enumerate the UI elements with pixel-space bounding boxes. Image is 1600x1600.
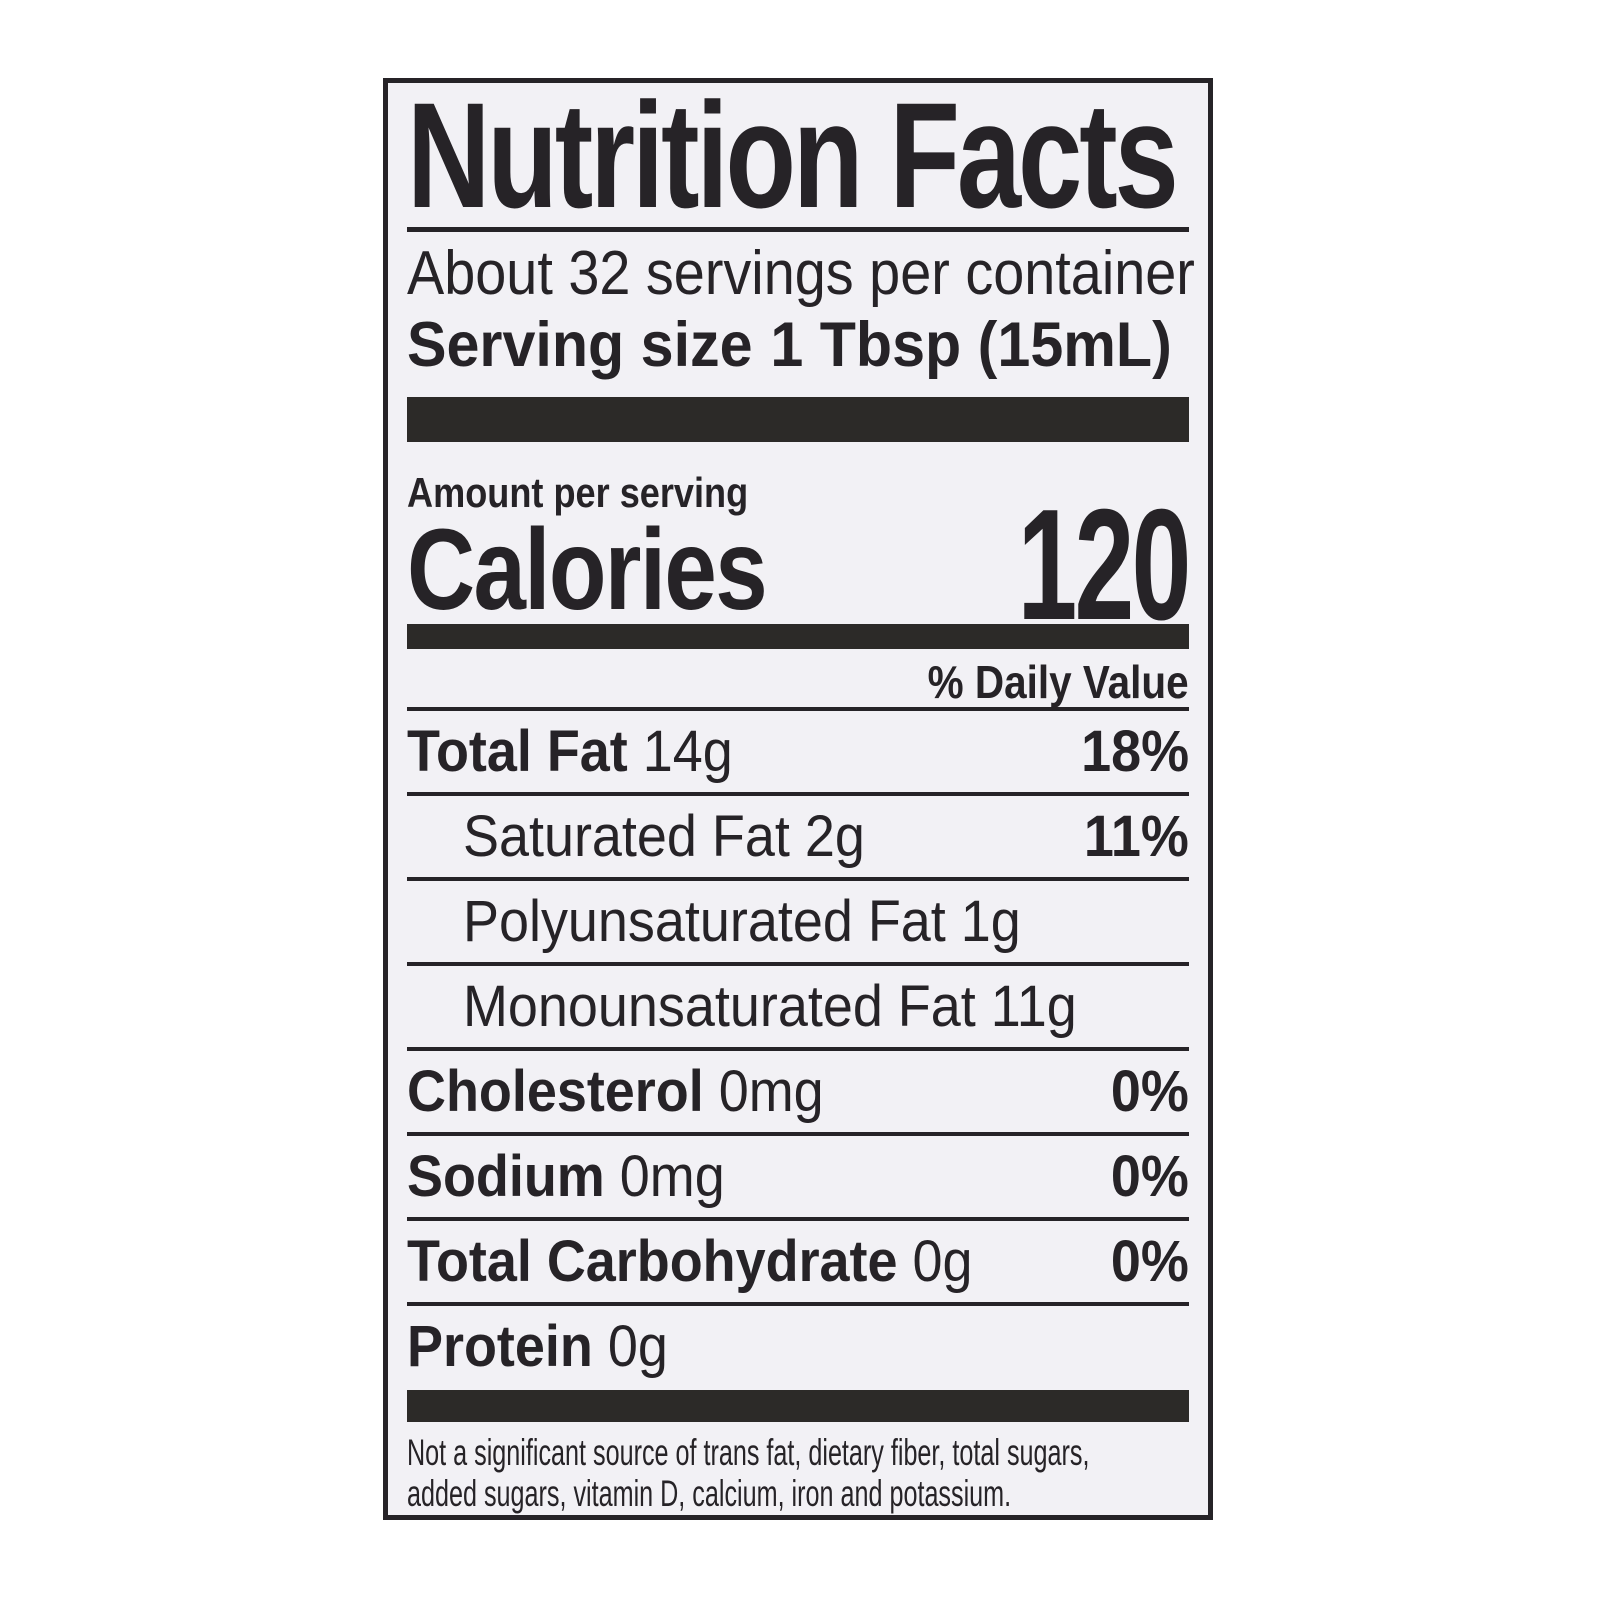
amount-per-serving-label: Amount per serving (407, 470, 1189, 516)
nutrient-row: Sodium 0mg 0% (407, 1132, 1189, 1217)
nutrient-daily-value: 0% (1111, 1059, 1189, 1124)
footnote-line-1: Not a significant source of trans fat, d… (407, 1432, 1090, 1473)
nutrient-row: Protein 0g (407, 1302, 1189, 1387)
nutrient-name: Polyunsaturated Fat (463, 889, 946, 954)
nutrient-row: Total Carbohydrate 0g 0% (407, 1217, 1189, 1302)
servings-per-container-text: About 32 servings per container (407, 239, 1195, 308)
title-rule (407, 227, 1189, 232)
label-title: Nutrition Facts (407, 78, 1189, 239)
calories-value-text: 120 (1017, 477, 1192, 653)
daily-value-header: % Daily Value (407, 657, 1189, 707)
daily-value-header-text: % Daily Value (927, 656, 1189, 708)
calories-value: 120 (937, 477, 1192, 653)
nutrient-name: Cholesterol (407, 1059, 704, 1124)
servings-per-container: About 32 servings per container (407, 238, 1195, 310)
nutrient-rows: Total Fat 14g 18% Saturated Fat 2g 11% P… (407, 707, 1189, 1387)
nutrient-daily-value: 11% (1084, 804, 1189, 869)
nutrient-row: Total Fat 14g 18% (407, 707, 1189, 792)
serving-size-label: Serving size (407, 310, 753, 380)
calories-label: Calories (407, 506, 845, 634)
nutrition-facts-label: Nutrition Facts About 32 servings per co… (383, 78, 1213, 1520)
bottom-separator-bar (407, 1390, 1189, 1422)
nutrient-daily-value: 0% (1111, 1229, 1189, 1294)
nutrient-name: Total Carbohydrate (407, 1229, 898, 1294)
calories-label-text: Calories (407, 506, 768, 634)
nutrient-amount: 2g (804, 804, 865, 869)
nutrient-daily-value: 18% (1081, 719, 1189, 784)
footnote-line-2: added sugars, vitamin D, calcium, iron a… (407, 1473, 1012, 1514)
nutrient-amount: 0g (912, 1229, 973, 1294)
nutrient-row: Monounsaturated Fat 11g (407, 962, 1189, 1047)
medium-separator-bar (407, 624, 1189, 649)
nutrient-row: Saturated Fat 2g 11% (407, 792, 1189, 877)
nutrient-name: Monounsaturated Fat (463, 974, 976, 1039)
label-title-text: Nutrition Facts (407, 78, 1179, 239)
serving-size-value: 1 Tbsp (15mL) (770, 310, 1172, 380)
footnote: Not a significant source of trans fat, d… (407, 1432, 1189, 1514)
serving-size-line: Serving size 1 Tbsp (15mL) (407, 310, 1189, 380)
nutrient-name: Total Fat (407, 719, 628, 784)
nutrient-row: Polyunsaturated Fat 1g (407, 877, 1189, 962)
nutrient-daily-value: 0% (1111, 1144, 1189, 1209)
thick-separator-bar (407, 397, 1189, 442)
nutrient-amount: 0g (607, 1314, 668, 1379)
calories-row: Calories 120 (407, 486, 1192, 644)
nutrient-row: Cholesterol 0mg 0% (407, 1047, 1189, 1132)
nutrient-amount: 0mg (718, 1059, 824, 1124)
nutrient-name: Sodium (407, 1144, 605, 1209)
nutrient-amount: 14g (642, 719, 733, 784)
nutrient-amount: 0mg (619, 1144, 725, 1209)
amount-per-serving-text: Amount per serving (407, 469, 749, 516)
nutrient-name: Saturated Fat (463, 804, 790, 869)
nutrient-name: Protein (407, 1314, 593, 1379)
nutrient-amount: 1g (960, 889, 1021, 954)
nutrient-amount: 11g (990, 974, 1077, 1039)
